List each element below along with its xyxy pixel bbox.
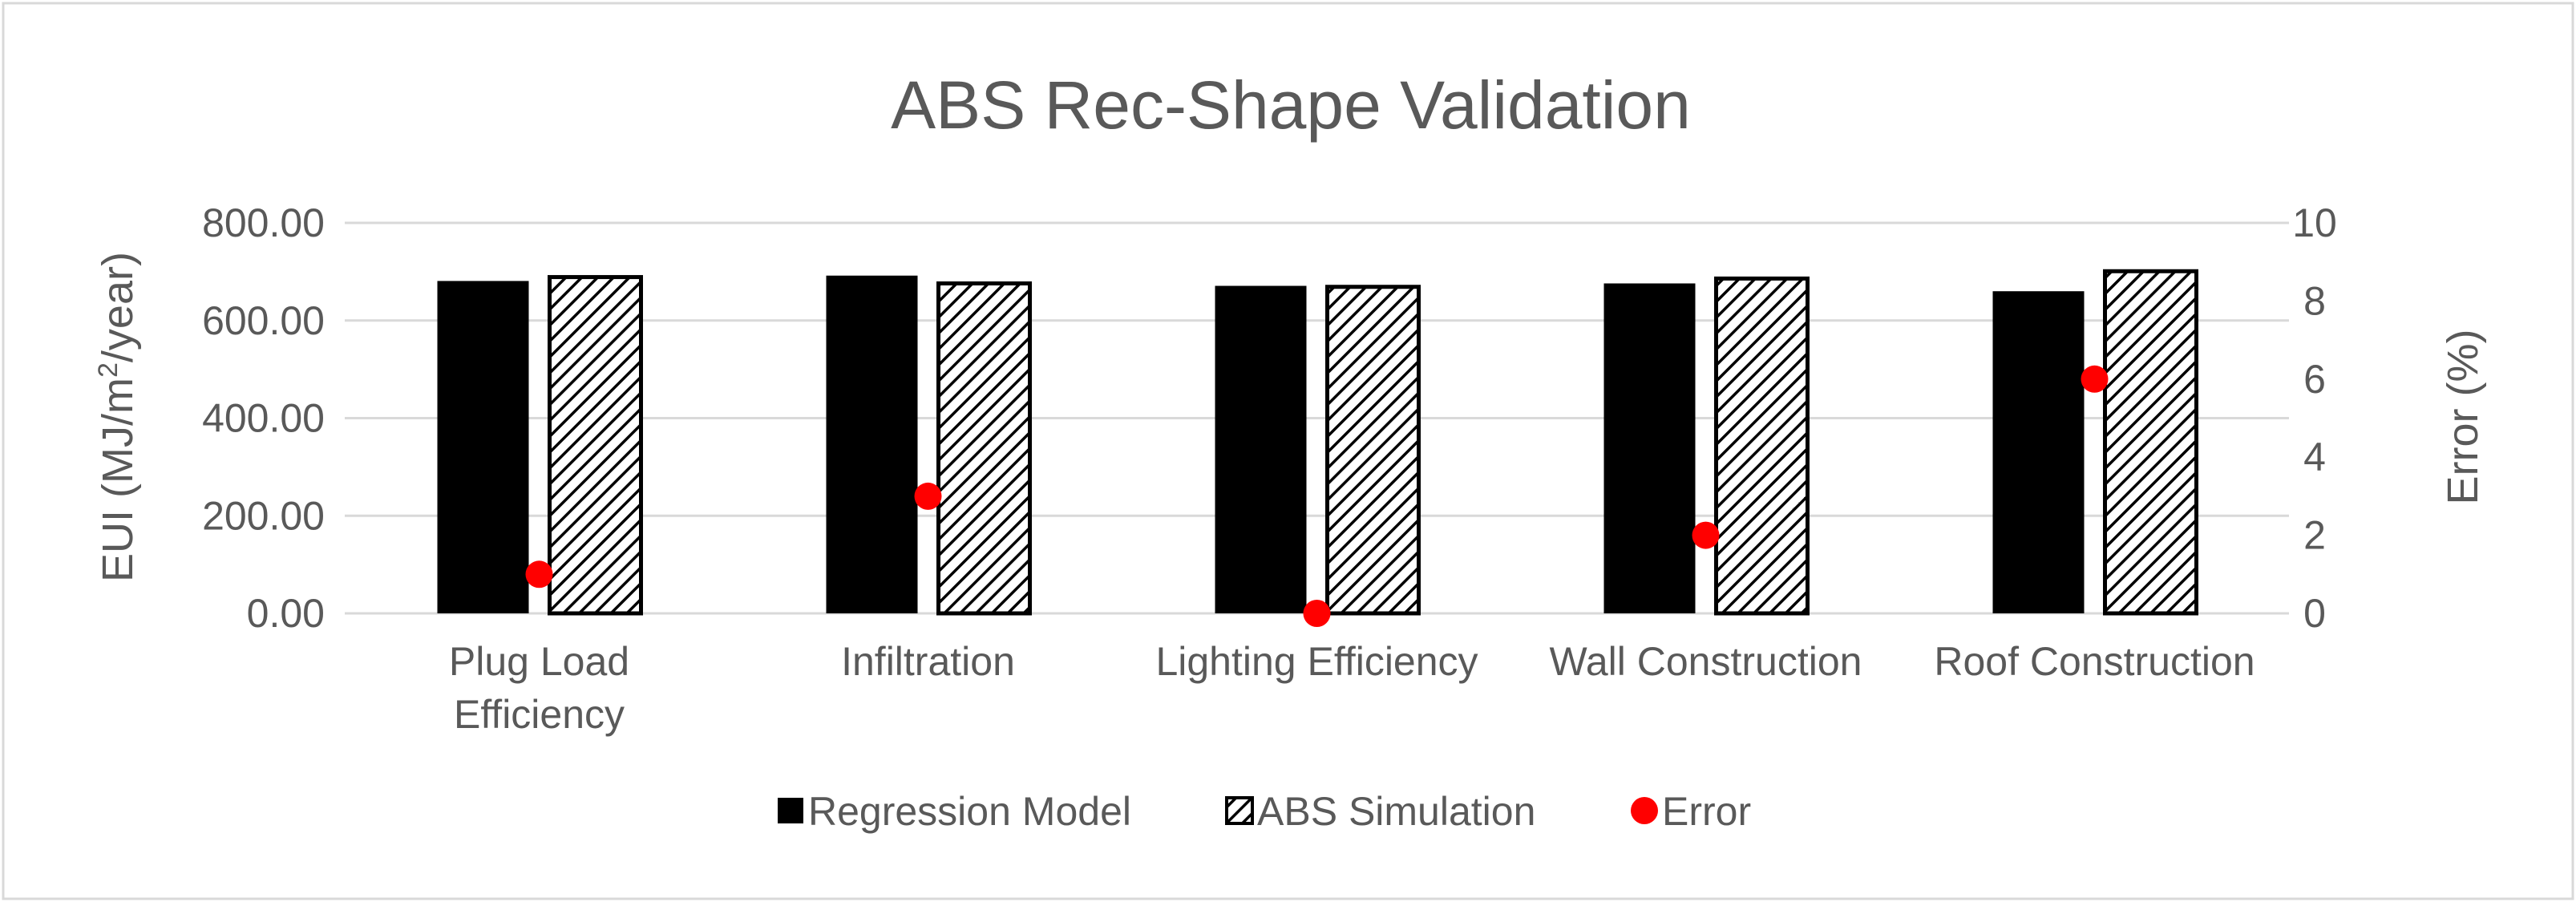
bar-abs-simulation: [1714, 276, 1810, 616]
right-axis-ticks: 0 2 4 6 8 10: [2292, 200, 2337, 636]
legend-swatch-abs-simulation: [1225, 796, 1254, 825]
chart-title: ABS Rec-Shape Validation: [891, 67, 1691, 143]
bar-abs-simulation: [2103, 269, 2198, 616]
error-points: [525, 365, 2109, 627]
bar-regression-model: [1603, 283, 1696, 613]
bars: [437, 269, 2198, 616]
left-tick-label: 400.00: [202, 396, 325, 441]
legend-swatch-regression-model: [778, 798, 803, 823]
category-label: Roof Construction: [1934, 639, 2255, 684]
left-axis-ticks: 0.00 200.00 400.00 600.00 800.00: [202, 200, 325, 636]
gridlines: [345, 221, 2289, 615]
category-labels: Plug Load Efficiency Infiltration Lighting …: [449, 639, 2255, 737]
right-tick-label: 4: [2303, 435, 2326, 479]
left-tick-label: 200.00: [202, 493, 325, 538]
right-tick-label: 2: [2303, 513, 2326, 558]
left-tick-label: 600.00: [202, 298, 325, 343]
bar-regression-model: [1215, 285, 1307, 613]
right-tick-label: 8: [2303, 278, 2326, 323]
right-tick-label: 0: [2303, 591, 2326, 636]
bar-regression-model: [437, 281, 529, 613]
error-point: [2081, 365, 2109, 393]
legend-label: Error: [1662, 789, 1751, 834]
category-label: Plug Load: [449, 639, 629, 684]
bar-regression-model: [826, 275, 918, 613]
legend: Regression Model ABS Simulation Error: [778, 789, 1751, 834]
category-label: Wall Construction: [1550, 639, 1862, 684]
legend-label: ABS Simulation: [1257, 789, 1535, 834]
bar-abs-simulation: [936, 281, 1032, 616]
left-tick-label: 800.00: [202, 200, 325, 245]
bar-regression-model: [1992, 291, 2085, 613]
error-point: [914, 482, 942, 510]
right-axis-title: Error (%): [2439, 330, 2487, 505]
category-label: Lighting Efficiency: [1155, 639, 1478, 684]
error-point: [1303, 600, 1331, 627]
error-point: [1692, 521, 1720, 549]
right-tick-label: 6: [2303, 357, 2326, 402]
right-tick-label: 10: [2292, 200, 2337, 245]
category-label: Infiltration: [841, 639, 1015, 684]
legend-label: Regression Model: [808, 789, 1131, 834]
left-axis-title: EUI (MJ/m2/year): [93, 252, 142, 582]
error-point: [525, 560, 553, 589]
left-tick-label: 0.00: [247, 591, 325, 636]
category-label: Efficiency: [454, 692, 625, 737]
bar-abs-simulation: [1325, 285, 1421, 616]
bar-abs-simulation: [548, 275, 643, 616]
legend-swatch-error: [1631, 797, 1658, 824]
